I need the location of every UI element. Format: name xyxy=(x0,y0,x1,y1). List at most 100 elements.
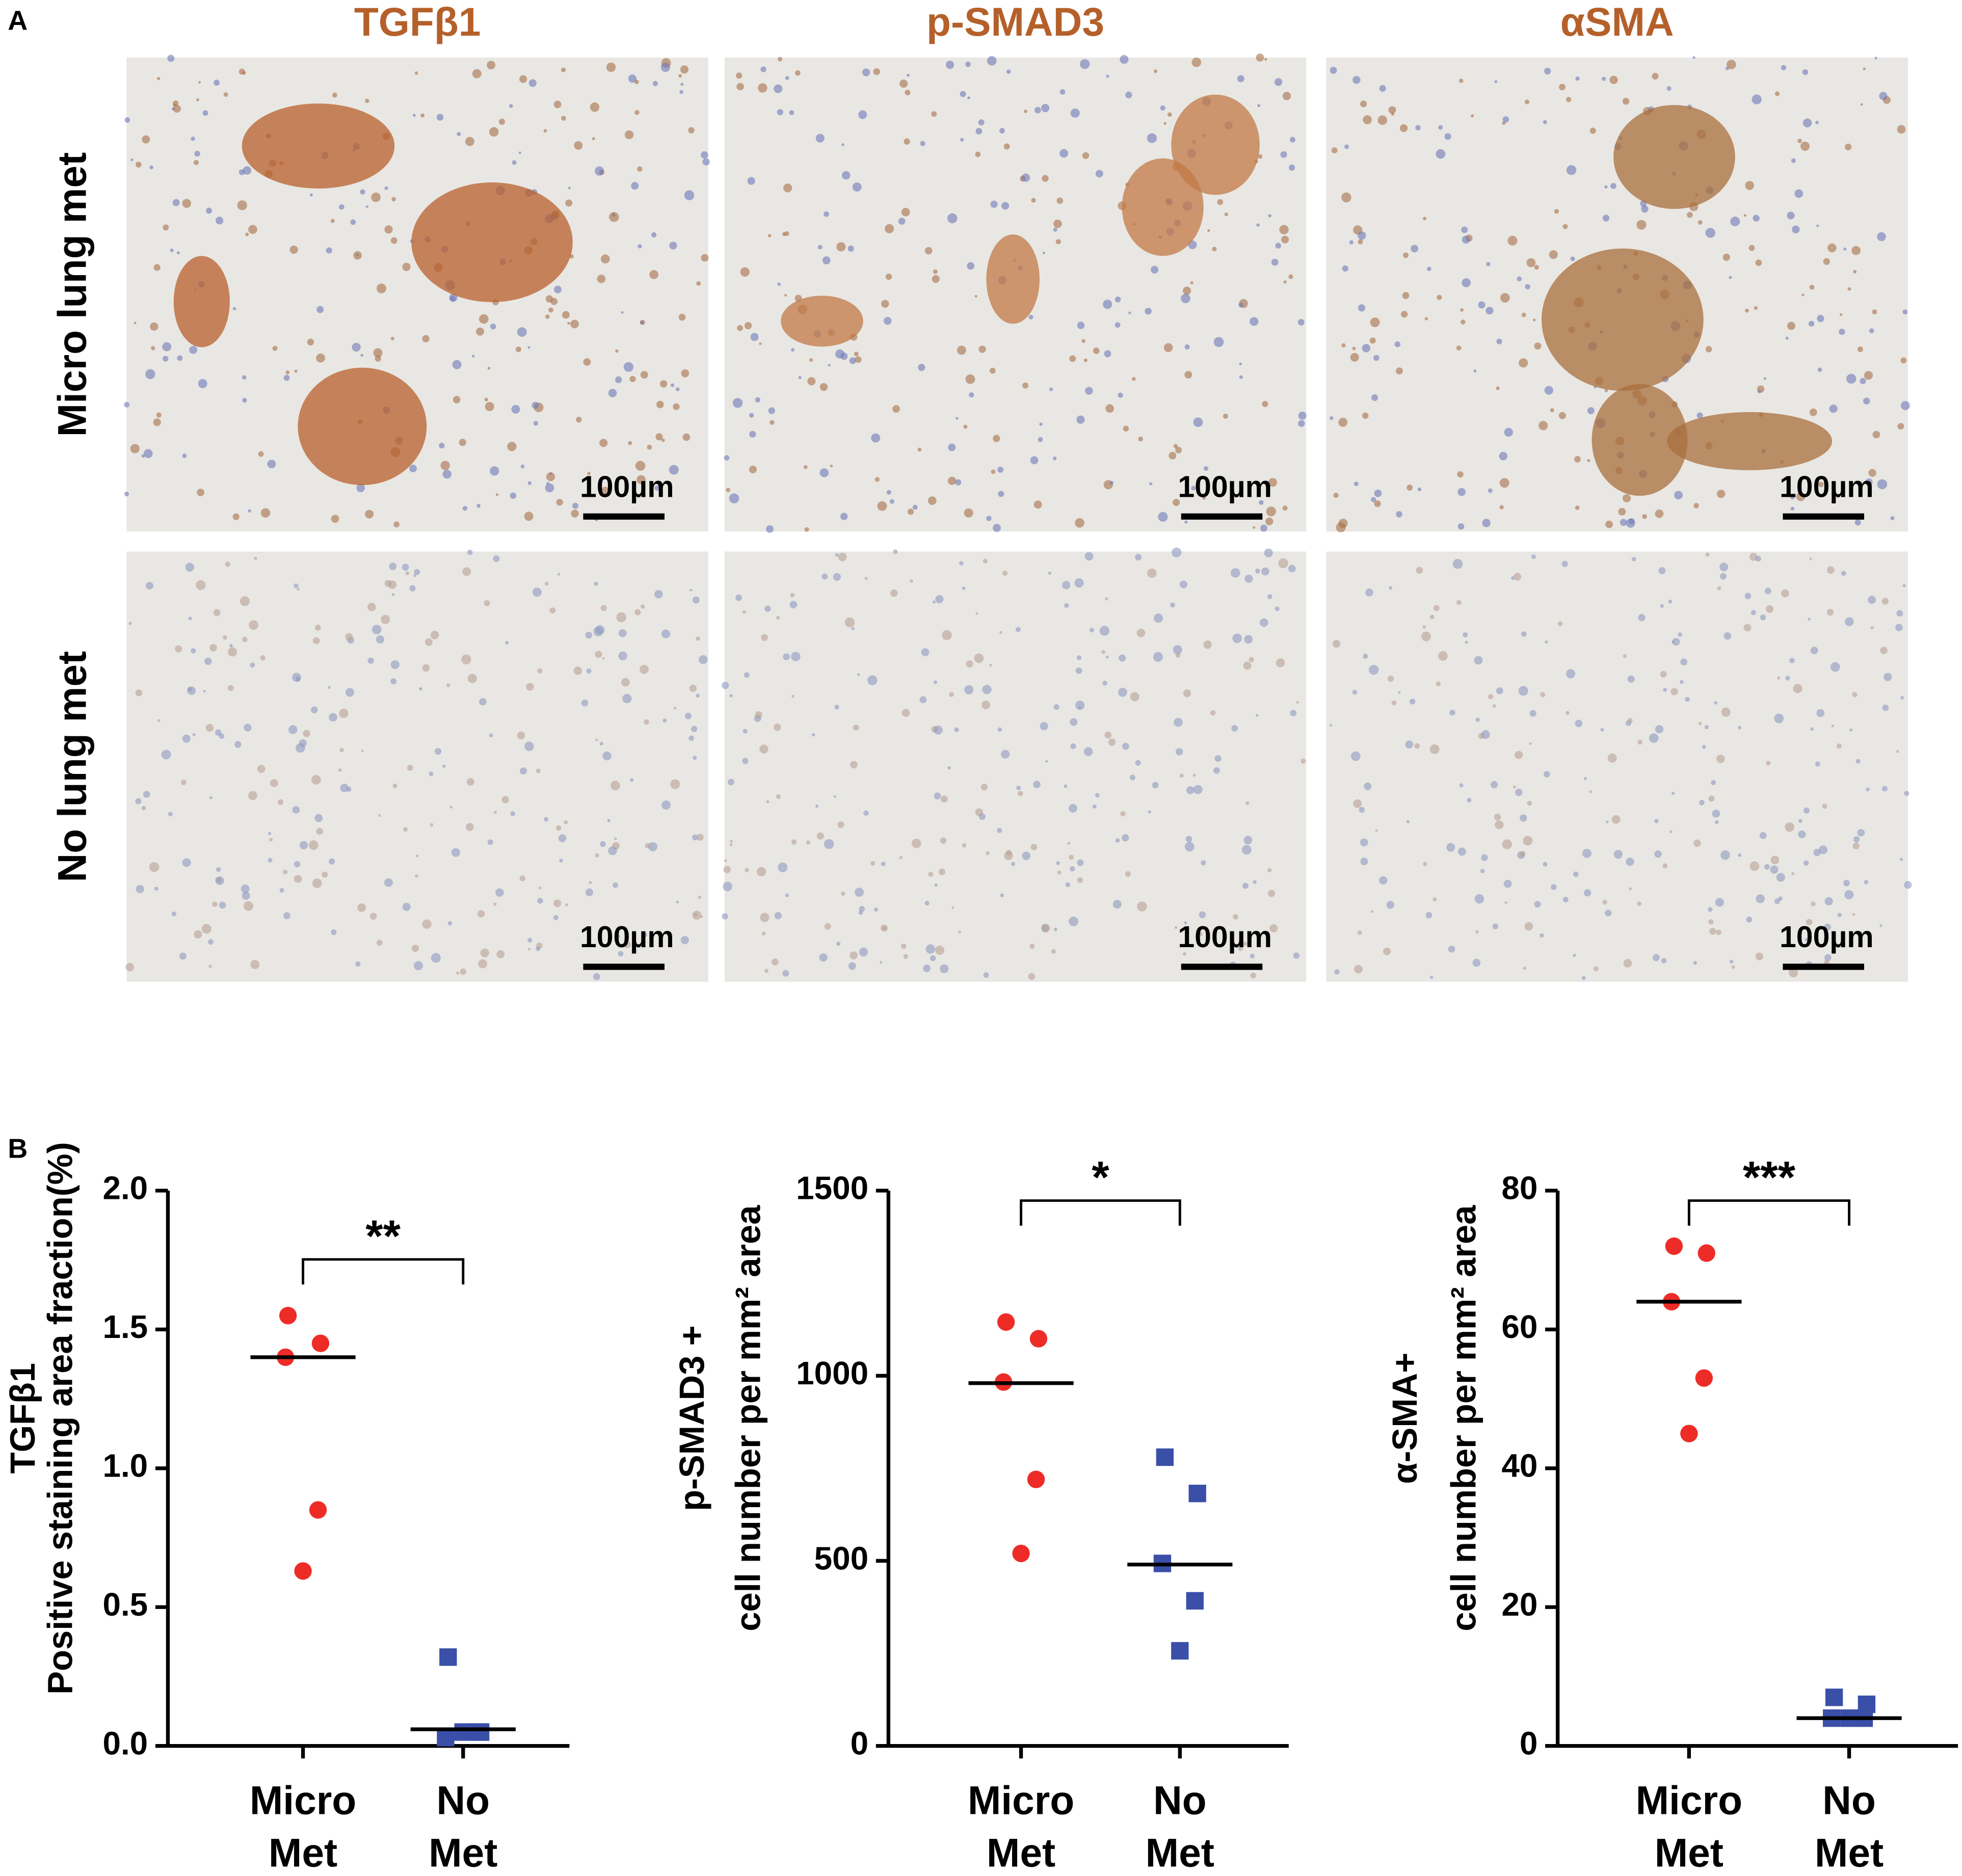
tissue xyxy=(1298,420,1305,427)
tissue xyxy=(1543,862,1548,867)
tissue xyxy=(1715,898,1724,907)
tissue xyxy=(1693,503,1699,508)
tissue xyxy=(1421,631,1431,641)
tissue xyxy=(1796,492,1806,501)
tissue xyxy=(661,629,671,638)
tissue xyxy=(125,962,135,972)
tissue xyxy=(565,903,568,906)
tissue xyxy=(462,567,471,576)
tissue xyxy=(1764,864,1770,870)
tissue xyxy=(963,424,968,429)
tissue xyxy=(216,867,221,872)
tissue xyxy=(1544,771,1550,778)
tissue xyxy=(553,100,562,109)
tissue xyxy=(1415,125,1421,130)
tissue xyxy=(402,902,411,912)
tissue xyxy=(1275,606,1280,611)
tissue xyxy=(770,420,775,425)
tissue xyxy=(136,885,144,894)
tissue xyxy=(485,401,494,411)
tissue xyxy=(1448,946,1455,953)
tissue xyxy=(1076,655,1082,660)
tissue xyxy=(171,912,177,917)
tissue xyxy=(1119,654,1126,662)
tissue xyxy=(1379,85,1386,92)
tissue xyxy=(1296,701,1299,704)
tissue xyxy=(1839,313,1843,316)
tissue xyxy=(1374,489,1382,497)
stain xyxy=(298,367,427,486)
tissue xyxy=(1057,870,1062,875)
tissue xyxy=(460,968,466,975)
tissue xyxy=(1720,850,1730,860)
tissue xyxy=(1581,976,1586,980)
tissue xyxy=(1373,355,1380,361)
tissue xyxy=(1038,437,1043,442)
tissue xyxy=(479,698,487,706)
tissue xyxy=(1132,377,1136,381)
tissue xyxy=(1429,614,1435,620)
tissue xyxy=(1135,760,1141,766)
tissue xyxy=(1636,220,1647,230)
tissue xyxy=(559,859,563,863)
stain xyxy=(1171,94,1260,195)
tissue xyxy=(983,972,989,978)
tissue xyxy=(1103,300,1112,309)
tissue xyxy=(819,953,828,962)
tissue xyxy=(1559,84,1566,91)
tissue xyxy=(1637,739,1643,745)
tissue xyxy=(881,862,886,867)
tissue xyxy=(378,814,381,817)
tissue xyxy=(774,912,782,920)
tissue xyxy=(1411,245,1419,253)
tissue xyxy=(1371,394,1378,401)
tissue xyxy=(285,370,290,374)
tissue xyxy=(1902,309,1908,315)
tissue xyxy=(1544,67,1551,75)
tissue xyxy=(182,858,191,867)
tissue xyxy=(1817,315,1824,323)
tissue xyxy=(1329,723,1332,727)
tissue xyxy=(1172,499,1180,506)
tissue xyxy=(381,614,390,624)
tissue xyxy=(422,335,430,342)
tissue xyxy=(777,109,783,116)
tissue xyxy=(934,726,943,735)
tissue xyxy=(900,943,907,949)
tissue xyxy=(278,799,284,805)
tissue xyxy=(457,132,461,137)
tissue xyxy=(390,678,397,685)
tissue xyxy=(600,487,610,496)
tissue xyxy=(613,882,618,888)
tissue xyxy=(1774,713,1784,723)
tissue xyxy=(1172,547,1182,557)
tissue xyxy=(1423,862,1427,866)
tissue xyxy=(946,61,955,69)
tissue xyxy=(1781,65,1787,71)
tissue xyxy=(778,862,788,872)
tissue xyxy=(1268,478,1278,487)
tissue xyxy=(855,356,862,363)
tissue xyxy=(1173,444,1178,448)
tissue xyxy=(1513,785,1517,789)
tissue xyxy=(420,113,425,118)
tissue xyxy=(267,460,276,469)
tissue xyxy=(912,504,918,510)
tissue xyxy=(505,640,509,645)
tissue xyxy=(303,730,310,737)
tissue xyxy=(841,171,851,180)
tissue xyxy=(1153,652,1163,662)
tissue xyxy=(932,275,940,283)
tissue xyxy=(1213,767,1220,774)
tissue xyxy=(209,644,217,652)
tissue xyxy=(676,387,680,391)
tissue xyxy=(1167,112,1172,117)
x-tick-label: No Met xyxy=(1815,1778,1884,1875)
tissue xyxy=(965,61,971,67)
tissue xyxy=(1610,183,1616,189)
tissue xyxy=(312,637,320,645)
tissue xyxy=(1371,910,1374,913)
tissue xyxy=(993,435,1000,442)
tissue xyxy=(1109,480,1114,485)
significance-label: * xyxy=(1092,1152,1109,1202)
